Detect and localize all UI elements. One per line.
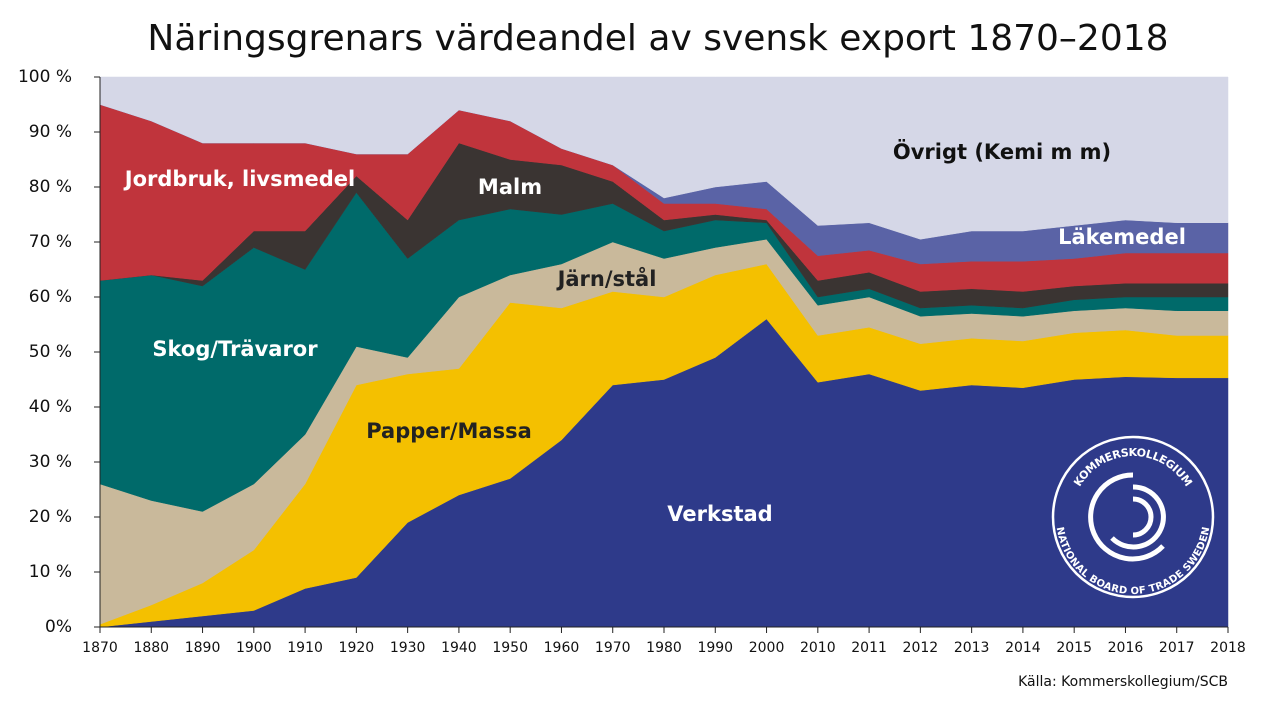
area-label: Jordbruk, livsmedel [123,167,355,191]
x-tick-label: 1900 [236,640,272,656]
x-tick-label: 1910 [287,640,323,656]
x-tick-label: 1890 [185,640,221,656]
y-tick-label: 80 % [29,177,72,197]
y-tick-label: 20 % [29,507,72,527]
x-tick-label: 2000 [749,640,785,656]
x-tick-label: 2015 [1056,640,1092,656]
y-tick-label: 40 % [29,397,72,417]
y-tick-label: 70 % [29,232,72,252]
x-tick-label: 2010 [800,640,836,656]
x-tick-label: 2017 [1159,640,1195,656]
x-tick-label: 1990 [697,640,733,656]
logo-arc [1088,472,1165,562]
x-tick-label: 2016 [1108,640,1144,656]
y-tick-label: 50 % [29,342,72,362]
x-tick-label: 2018 [1210,640,1246,656]
x-tick-label: 2013 [954,640,990,656]
y-tick-label: 90 % [29,122,72,142]
x-tick-label: 1970 [595,640,631,656]
area-label: Papper/Massa [366,419,532,443]
y-tick-label: 30 % [29,452,72,472]
source: Källa: Kommerskollegium/SCB [1018,674,1228,690]
logo-arc [1110,484,1166,550]
x-tick-label: 2014 [1005,640,1041,656]
area-label: Järn/stål [556,266,657,291]
y-tick-label: 0% [45,617,72,637]
x-tick-label: 2011 [851,640,887,656]
x-tick-label: 1980 [646,640,682,656]
x-tick-label: 1950 [492,640,528,656]
area-label: Malm [478,175,542,199]
area-label: Verkstad [667,502,772,526]
y-tick-label: 10 % [29,562,72,582]
area-label: Övrigt (Kemi m m) [893,139,1111,164]
chart-title: Näringsgrenars värdeandel av svensk expo… [147,18,1168,59]
x-tick-label: 1920 [339,640,375,656]
area-label: Skog/Trävaror [152,337,318,361]
area [99,76,1229,240]
x-tick-label: 2012 [903,640,939,656]
y-tick-label: 100 % [18,67,72,87]
x-tick-label: 1880 [133,640,169,656]
y-tick-label: 60 % [29,287,72,307]
x-tick-label: 1930 [390,640,426,656]
x-tick-label: 1870 [82,640,118,656]
logo-ring [1051,435,1215,599]
x-tick-label: 1940 [441,640,477,656]
x-tick-label: 1960 [544,640,580,656]
area-label: Läkemedel [1058,225,1186,249]
logo-arc [1132,496,1154,538]
